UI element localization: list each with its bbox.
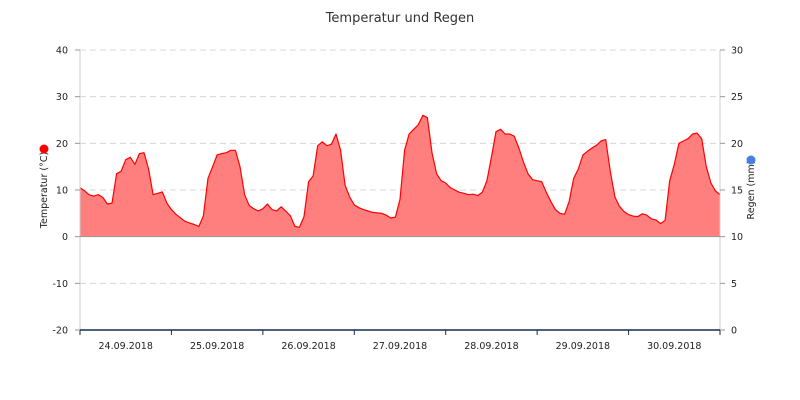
right-tick-label: 30 xyxy=(731,46,743,57)
chart-title: Temperatur und Regen xyxy=(325,11,475,26)
x-axis-labels: 24.09.2018 25.09.2018 26.09.2018 27.09.2018… xyxy=(99,341,702,352)
grid-lines xyxy=(80,49,720,331)
right-tick-label: 20 xyxy=(731,139,743,150)
left-axis-ticks: 40 30 20 10 0 -10 -20 xyxy=(52,46,80,337)
left-tick-label: 10 xyxy=(56,186,68,197)
right-tick-label: 15 xyxy=(731,186,743,197)
x-tick-label: 30.09.2018 xyxy=(647,341,701,352)
temperature-line xyxy=(79,114,721,228)
right-tick-label: 25 xyxy=(731,92,743,103)
x-tick-label: 27.09.2018 xyxy=(373,341,427,352)
left-tick-label: -10 xyxy=(52,279,68,290)
x-tick-label: 25.09.2018 xyxy=(190,341,244,352)
left-axis-title: Temperatur (°C) xyxy=(39,152,50,229)
right-axis-ticks: 30 25 20 15 10 5 0 xyxy=(720,46,743,337)
right-tick-label: 10 xyxy=(731,232,743,243)
temperature-marker-icon xyxy=(39,144,49,154)
x-tick-label: 26.09.2018 xyxy=(281,341,335,352)
left-tick-label: -20 xyxy=(52,326,68,337)
rain-marker-icon xyxy=(746,155,756,165)
left-tick-label: 40 xyxy=(56,46,68,57)
series-layer xyxy=(79,114,721,237)
left-tick-label: 0 xyxy=(62,232,68,243)
axis-titles: Temperatur (°C) Regen (mm) xyxy=(39,144,757,229)
x-tick-label: 28.09.2018 xyxy=(464,341,518,352)
temperature-area xyxy=(80,115,720,237)
x-tick-label: 29.09.2018 xyxy=(556,341,610,352)
right-tick-label: 0 xyxy=(731,326,737,337)
right-axis-title: Regen (mm) xyxy=(746,161,757,220)
x-tick-label: 24.09.2018 xyxy=(99,341,153,352)
left-tick-label: 20 xyxy=(56,139,68,150)
axes xyxy=(79,50,721,335)
right-tick-label: 5 xyxy=(731,279,737,290)
left-tick-label: 30 xyxy=(56,92,68,103)
